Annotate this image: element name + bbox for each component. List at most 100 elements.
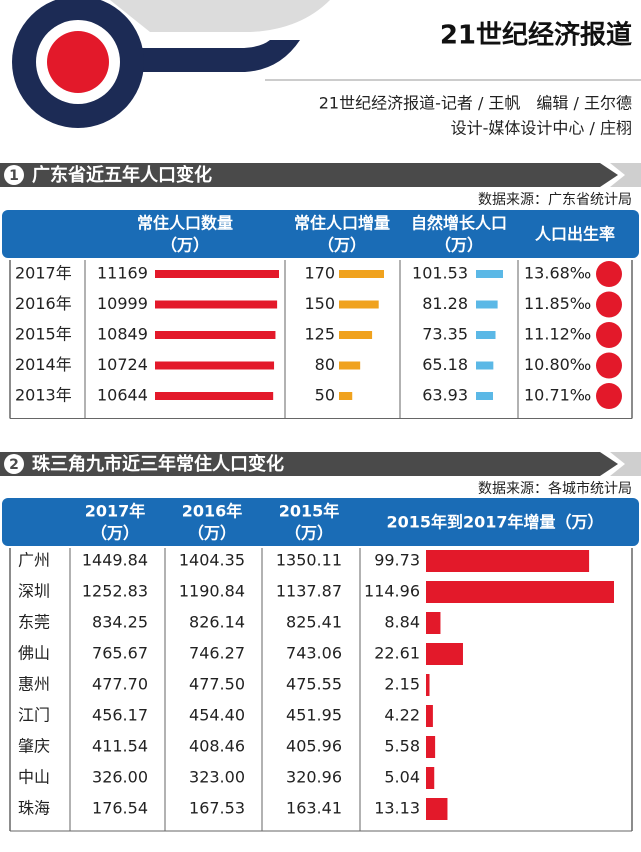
section-number-badge xyxy=(4,454,24,474)
column-header: 常住人口增量 xyxy=(294,214,390,233)
section-banner-tail xyxy=(610,452,641,476)
section-banner-tail xyxy=(610,163,641,187)
bar xyxy=(155,300,278,309)
row-city: 惠州 xyxy=(18,675,50,694)
cell-value: 326.00 xyxy=(92,768,148,787)
birth-rate-dot xyxy=(596,291,622,318)
bar xyxy=(339,331,373,339)
row-city: 佛山 xyxy=(18,644,50,663)
cell-value: 65.18 xyxy=(422,355,468,374)
bar xyxy=(339,392,353,400)
bar xyxy=(426,798,448,820)
cell-value: 167.53 xyxy=(189,799,245,818)
bar xyxy=(155,331,276,339)
birth-rate-dot xyxy=(596,352,622,379)
cell-value: 10644 xyxy=(97,386,148,405)
cell-value: 456.17 xyxy=(92,706,148,725)
table-header xyxy=(2,210,639,258)
row-city: 肇庆 xyxy=(18,737,50,756)
row-year: 2013年 xyxy=(15,386,72,405)
column-header: 人口出生率 xyxy=(535,225,615,244)
cell-value: 73.35 xyxy=(422,325,468,344)
birth-rate: 10.80‰ xyxy=(524,355,591,374)
bar xyxy=(339,361,361,370)
row-city: 中山 xyxy=(18,768,50,787)
credits: 21世纪经济报道-记者 / 王帆 编辑 / 王尔德 xyxy=(319,94,632,113)
cell-value: 8.84 xyxy=(384,613,420,632)
cell-value: 825.41 xyxy=(286,613,342,632)
cell-value: 834.25 xyxy=(92,613,148,632)
section-banner xyxy=(0,163,618,187)
cell-value: 765.67 xyxy=(92,644,148,663)
bar xyxy=(476,392,494,400)
cell-value: 1350.11 xyxy=(276,551,342,570)
cell-value: 5.04 xyxy=(384,768,420,787)
column-header: 常住人口数量 xyxy=(137,214,233,233)
cell-value: 101.53 xyxy=(412,264,468,283)
column-header: 2015年到2017年增量（万） xyxy=(386,513,603,532)
cell-value: 4.22 xyxy=(384,706,420,725)
birth-rate: 11.85‰ xyxy=(524,294,591,313)
birth-rate-dot xyxy=(596,322,622,348)
row-city: 东莞 xyxy=(18,613,50,632)
logo-band xyxy=(120,40,300,72)
cell-value: 125 xyxy=(304,325,335,344)
credits: 设计-媒体设计中心 / 庄栩 xyxy=(451,119,632,138)
bar xyxy=(155,270,279,278)
cell-value: 150 xyxy=(304,294,335,313)
cell-value: 10724 xyxy=(97,355,148,374)
table-header xyxy=(2,498,639,546)
cell-value: 10849 xyxy=(97,325,148,344)
column-header: 2016年 xyxy=(182,502,243,521)
column-unit: （万） xyxy=(318,236,366,255)
bar xyxy=(426,581,614,603)
cell-value: 81.28 xyxy=(422,294,468,313)
cell-value: 320.96 xyxy=(286,768,342,787)
birth-rate: 10.71‰ xyxy=(524,386,591,405)
bar xyxy=(339,270,384,278)
cell-value: 10999 xyxy=(97,294,148,313)
cell-value: 477.70 xyxy=(92,675,148,694)
section-title: 珠三角九市近三年常住人口变化 xyxy=(32,453,284,475)
logo-center xyxy=(47,31,109,93)
bar xyxy=(426,736,436,758)
bar xyxy=(476,361,494,370)
bar xyxy=(426,612,441,634)
birth-rate-dot xyxy=(596,261,622,287)
cell-value: 80 xyxy=(315,355,335,374)
cell-value: 5.58 xyxy=(384,737,420,756)
cell-value: 163.41 xyxy=(286,799,342,818)
section-banner xyxy=(0,452,618,476)
title: 21世纪经济报道 xyxy=(440,20,632,51)
logo-swoosh xyxy=(110,0,330,32)
cell-value: 13.13 xyxy=(374,799,420,818)
cell-value: 11169 xyxy=(97,264,148,283)
cell-value: 1449.84 xyxy=(82,551,148,570)
bar xyxy=(426,550,590,572)
bar xyxy=(476,331,496,339)
cell-value: 411.54 xyxy=(92,737,148,756)
cell-value: 2.15 xyxy=(384,675,420,694)
section-source: 数据来源：各城市统计局 xyxy=(478,480,632,497)
cell-value: 170 xyxy=(304,264,335,283)
cell-value: 1404.35 xyxy=(179,551,245,570)
bar xyxy=(155,392,274,400)
bar xyxy=(155,361,275,370)
column-unit: （万） xyxy=(188,524,236,543)
bar xyxy=(426,643,463,665)
cell-value: 477.50 xyxy=(189,675,245,694)
row-year: 2017年 xyxy=(15,264,72,283)
cell-value: 408.46 xyxy=(189,737,245,756)
birth-rate: 11.12‰ xyxy=(524,325,591,344)
birth-rate-dot xyxy=(596,383,622,409)
row-year: 2015年 xyxy=(15,325,72,344)
section-number: 2 xyxy=(9,457,19,473)
row-city: 广州 xyxy=(18,551,50,570)
cell-value: 99.73 xyxy=(374,551,420,570)
cell-value: 114.96 xyxy=(364,582,420,601)
bar xyxy=(476,300,498,309)
column-unit: （万） xyxy=(285,524,333,543)
section-number-badge xyxy=(4,165,24,185)
